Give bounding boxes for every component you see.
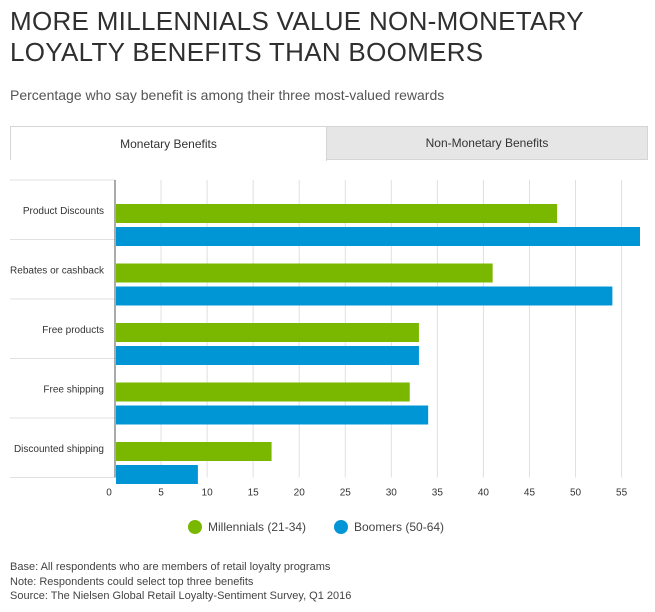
x-tick-label: 5 <box>158 488 164 499</box>
legend: Millennials (21-34) Boomers (50-64) <box>0 520 655 540</box>
bar-millennials <box>116 442 272 461</box>
category-label: Free shipping <box>43 384 104 395</box>
legend-swatch-boomers <box>334 520 348 534</box>
bar-boomers <box>116 465 198 484</box>
legend-item-boomers[interactable]: Boomers (50-64) <box>334 520 444 534</box>
footnote-base: Base: All respondents who are members of… <box>10 561 331 573</box>
bar-millennials <box>116 323 419 342</box>
bar-millennials <box>116 382 410 402</box>
bar-boomers <box>116 405 429 425</box>
bar-chart: Product Discounts Rebates or cashback Free… <box>10 179 640 499</box>
tab-non-monetary-benefits[interactable]: Non-Monetary Benefits <box>425 136 549 150</box>
bar-millennials <box>116 263 493 283</box>
chart-subtitle: Percentage who say benefit is among thei… <box>10 87 445 103</box>
x-tick-label: 20 <box>294 488 306 499</box>
x-tick-label: 35 <box>432 488 444 499</box>
x-tick-label: 15 <box>248 488 260 499</box>
footnote-note: Note: Respondents could select top three… <box>10 575 254 588</box>
legend-label-boomers: Boomers (50-64) <box>354 520 445 534</box>
bar-boomers <box>116 286 613 306</box>
legend-swatch-millennials <box>188 520 202 534</box>
legend-label-millennials: Millennials (21-34) <box>208 520 307 534</box>
category-label: Discounted shipping <box>14 444 104 455</box>
footnote-source: Source: The Nielsen Global Retail Loyalt… <box>10 590 352 602</box>
x-tick-label: 40 <box>478 488 490 499</box>
chart-title: MORE MILLENNIALS VALUE NON-MONETARY LOYA… <box>10 6 650 68</box>
x-tick-label: 45 <box>524 488 536 499</box>
legend-item-millennials[interactable]: Millennials (21-34) <box>188 520 306 534</box>
tab-monetary-benefits[interactable]: Monetary Benefits <box>11 127 327 161</box>
tab-bar: Monetary Benefits Non-Monetary Benefits <box>10 126 648 161</box>
x-tick-label: 55 <box>616 488 628 499</box>
x-tick-label: 50 <box>570 488 582 499</box>
x-tick-label: 30 <box>386 488 398 499</box>
chart-title-line-1: MORE MILLENNIALS VALUE NON-MONETARY <box>10 6 584 36</box>
category-label: Free products <box>42 325 104 336</box>
bar-millennials <box>116 204 558 223</box>
bar-boomers <box>116 227 640 246</box>
x-tick-label: 25 <box>340 488 352 499</box>
chart-title-line-2: LOYALTY BENEFITS THAN BOOMERS <box>10 37 484 67</box>
x-tick-label: 0 <box>106 488 112 499</box>
bar-boomers <box>116 346 419 365</box>
footnotes: Base: All respondents who are members of… <box>10 560 351 604</box>
x-tick-label: 10 <box>202 488 214 499</box>
category-label: Rebates or cashback <box>10 265 105 276</box>
category-label: Product Discounts <box>23 206 104 217</box>
